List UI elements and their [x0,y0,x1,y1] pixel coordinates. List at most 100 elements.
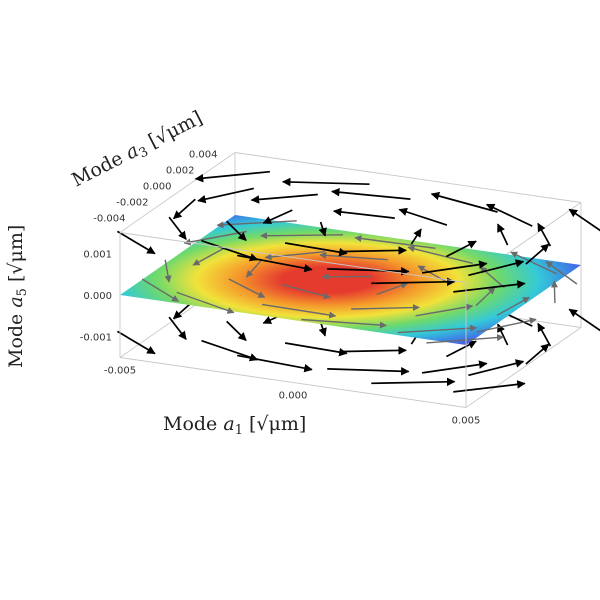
vector-arrow [446,240,477,258]
vector-arrow [568,308,600,332]
y-tick-label: 0.002 [166,166,195,177]
vector-arrow [281,283,331,300]
vector-arrow [510,251,557,275]
vector-arrow [264,251,325,261]
vector-layer-top [116,170,600,293]
x-tick-label: 0.005 [452,416,481,427]
y-tick-label: 0.004 [189,150,218,161]
vector-arrow [371,377,456,387]
tick-labels: -0.005 0.000 0.005 -0.004 -0.002 0.000 0.002 0.… [80,150,481,427]
vector-arrow [417,265,450,284]
vector-arrow [468,259,525,277]
vector-arrow [318,221,327,237]
vector-arrow [525,243,550,265]
left-top-edge [119,152,236,233]
vector-arrow [407,245,473,264]
vector-arrow [376,282,408,295]
vector-arrow [410,228,422,245]
vector-arrow [343,346,407,355]
vector-arrow [476,317,537,333]
vector-arrow [343,246,407,255]
vector-arrow [172,198,196,220]
vector-arrow [237,354,313,373]
vector-arrow [194,170,270,183]
vector-arrow [421,260,488,274]
vector-arrow [250,193,318,204]
vector-arrow [228,278,266,299]
x-tick-label: 0.000 [279,391,308,402]
vector-arrow [192,247,225,266]
right-bottom-edge [465,327,582,408]
vector-arrow [197,187,254,204]
surface-plane [120,215,581,345]
vector-arrow [327,367,410,376]
vector-arrow [237,254,313,273]
vector-arrow [331,188,411,200]
vector-arrow [453,280,526,293]
vector-arrow [496,296,530,317]
vector-arrow [168,216,187,240]
vector-arrow [415,303,474,317]
vector-arrow [183,230,247,246]
vector-arrow [261,303,337,319]
vector-arrow [226,220,247,242]
vector-layer-middle [141,220,578,344]
vector-arrow [201,239,259,262]
vector-arrow [164,259,172,283]
bounding-box-front-edges [119,232,467,408]
vector-arrow [430,191,498,213]
z-tick-label: -0.001 [80,333,112,344]
vector-arrow [550,280,558,304]
vector-arrow [226,320,247,342]
vector-arrow [319,251,388,261]
z-tick-label: 0.001 [83,249,112,260]
vector-arrow [176,291,235,314]
vector-arrow [398,207,448,226]
vector-arrow [525,343,550,365]
y-tick-label: -0.004 [93,214,125,225]
vector-arrow [141,278,180,302]
vector-arrow [301,318,387,329]
vector-arrow [201,339,259,362]
vector-arrow [116,230,156,255]
vector-arrow [537,222,552,247]
vector-arrow [260,232,344,240]
y-tick-label: -0.002 [116,198,148,209]
vector-arrow [371,277,456,287]
y-tick-label: 0.000 [143,182,172,193]
vector-arrow [497,223,509,246]
z-axis-label: Mode a5 [√μm] [5,225,30,368]
vector-arrow [116,330,156,355]
front-bottom-edge [119,357,467,408]
vector-arrow [332,207,395,219]
vector-arrow [397,324,478,334]
vector-arrow [168,316,187,340]
vector-arrow [568,208,600,232]
vector-arrow [354,235,436,249]
z-tick-label: 0.000 [83,291,112,302]
y-axis-label: Mode a3 [√μm] [68,107,207,194]
vector-arrow [262,209,293,224]
vector-arrow [479,266,505,289]
vector-arrow [351,304,420,312]
vector-arrow [475,287,496,307]
vector-arrow [453,380,526,393]
x-axis-label: Mode a1 [√μm] [163,413,306,438]
x-tick-label: -0.005 [104,366,136,377]
vector-arrow [446,340,477,358]
vector-arrow [284,242,348,257]
color-surface [120,215,581,345]
vector-arrow [485,203,533,227]
front-top-edge [119,232,467,283]
vector-arrow [327,267,410,276]
vector-arrow [421,360,488,374]
vector-arrow [245,260,262,278]
vector-arrow [537,322,552,347]
vector-arrow [426,334,504,344]
vector-arrow [545,261,578,285]
back-top-edge [234,152,582,203]
vector-arrow [281,177,370,187]
vector-arrow [318,321,327,337]
vector-arrow [468,359,525,377]
